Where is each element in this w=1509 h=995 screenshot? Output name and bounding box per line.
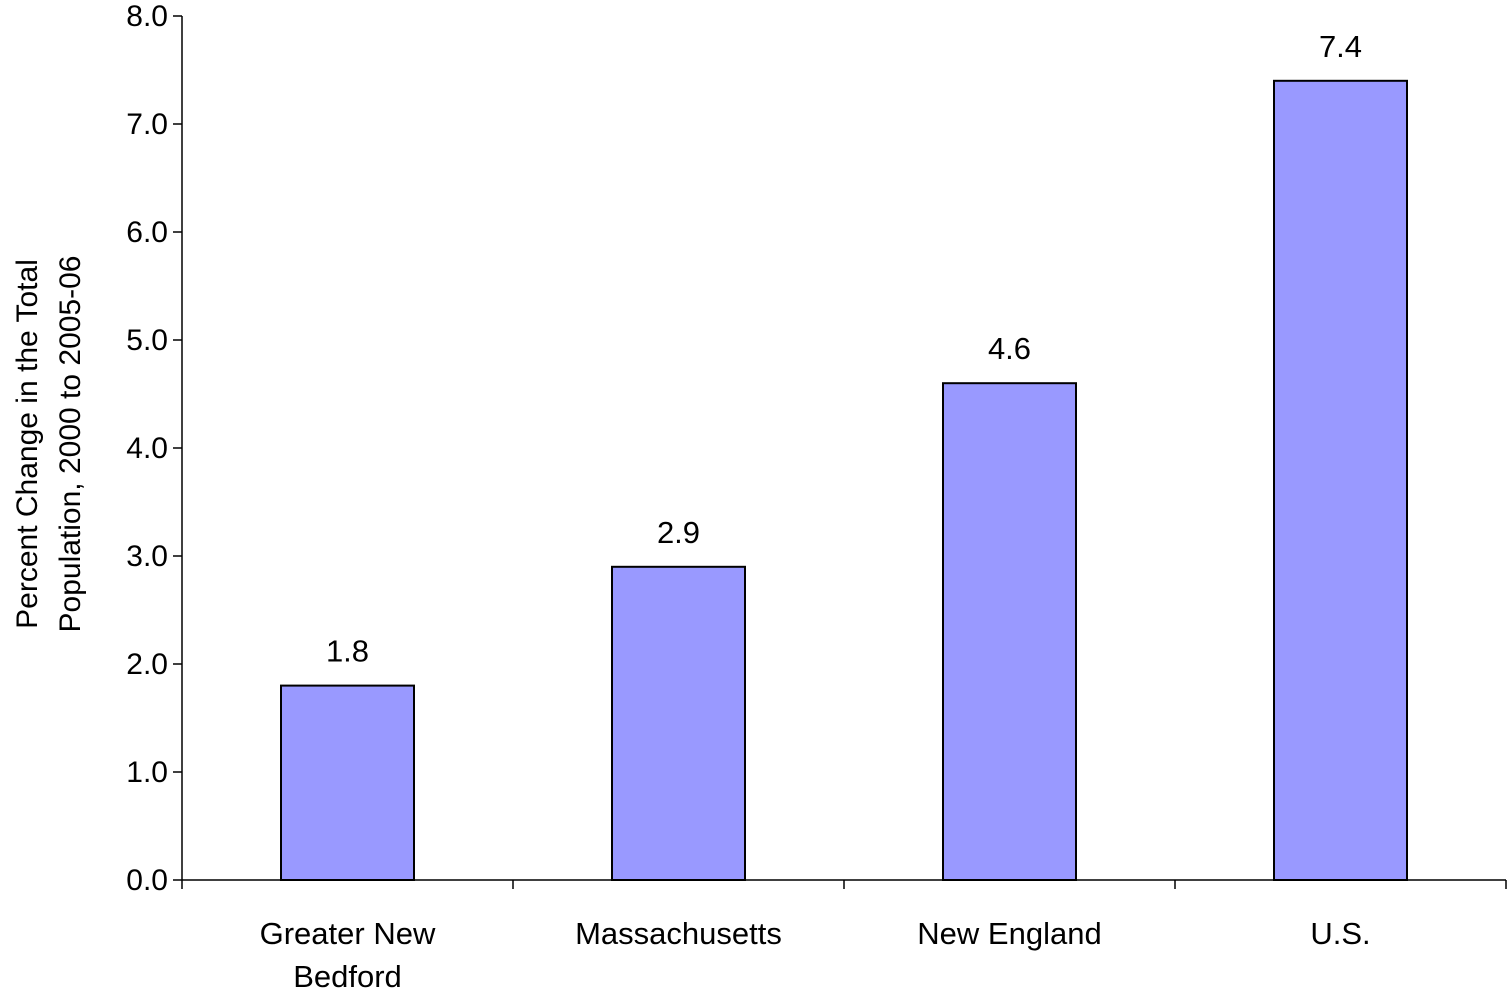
y-tick-label: 4.0 [126,432,168,465]
y-tick-label: 8.0 [126,0,168,33]
x-category-label: Massachusetts [575,916,782,951]
data-label: 4.6 [988,331,1031,366]
y-ticks: 0.0 1.0 2.0 3.0 4.0 5.0 6.0 7.0 8.0 [126,0,182,897]
data-label: 2.9 [657,515,700,550]
y-tick-label: 3.0 [126,540,168,573]
y-tick-label: 0.0 [126,864,168,897]
x-category-label: Bedford [293,959,402,994]
y-tick-label: 6.0 [126,216,168,249]
y-tick-label: 7.0 [126,108,168,141]
x-category-label: New England [917,916,1101,951]
y-axis-title: Percent Change in the Total Population, … [11,256,87,633]
y-tick-label: 1.0 [126,756,168,789]
x-category-label: Greater New [260,916,436,951]
bar-1 [611,565,746,881]
y-axis-title-line-2: Population, 2000 to 2005-06 [54,256,87,633]
y-tick-label: 2.0 [126,648,168,681]
data-label: 7.4 [1319,29,1362,64]
x-category-label: U.S. [1310,916,1370,951]
bars [280,79,1408,882]
bar-2 [942,382,1077,881]
category-labels: Greater New Bedford Massachusetts New Engla… [260,916,1371,994]
y-axis-title-line-1: Percent Change in the Total [11,259,44,629]
data-label: 1.8 [326,634,369,669]
x-ticks [181,880,1507,889]
data-labels: 1.8 2.9 4.6 7.4 [326,29,1362,669]
bar-3 [1273,79,1408,882]
y-tick-label: 5.0 [126,324,168,357]
bar-0 [280,684,415,881]
